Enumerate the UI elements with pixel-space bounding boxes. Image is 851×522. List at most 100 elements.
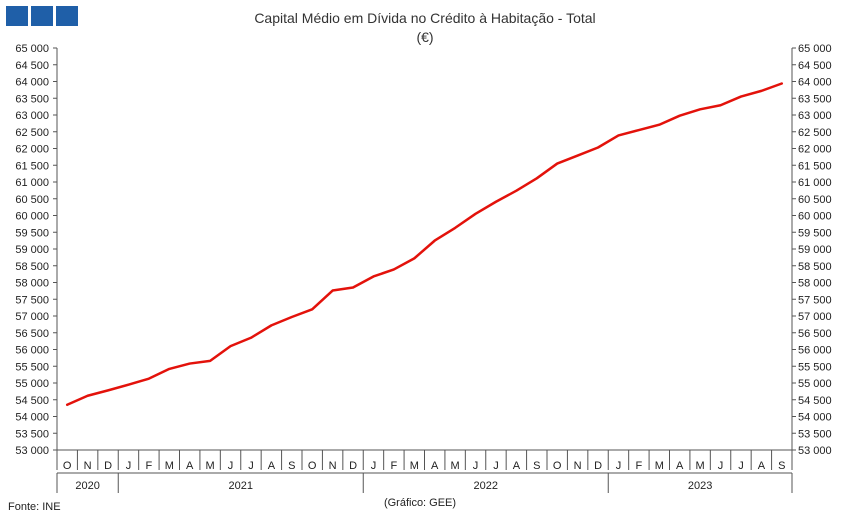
x-month-label: M — [451, 460, 460, 472]
y-tick-label-right: 56 500 — [798, 328, 832, 340]
y-tick-label-right: 59 000 — [798, 244, 832, 256]
y-tick-label-left: 59 500 — [15, 227, 49, 239]
x-month-label: J — [371, 460, 377, 472]
x-month-label: N — [574, 460, 582, 472]
x-year-label: 2023 — [688, 480, 712, 492]
x-month-label: J — [248, 460, 254, 472]
y-tick-label-left: 60 000 — [15, 211, 49, 223]
y-tick-label-left: 54 000 — [15, 412, 49, 424]
x-month-label: M — [165, 460, 174, 472]
series-point — [188, 362, 191, 365]
y-tick-label-right: 61 000 — [798, 177, 832, 189]
series-point — [250, 336, 252, 339]
y-tick-label-left: 58 000 — [15, 278, 49, 290]
y-tick-label-right: 53 000 — [798, 445, 832, 457]
x-month-label: J — [126, 460, 132, 472]
y-tick-label-left: 57 000 — [15, 311, 49, 323]
y-tick-label-left: 59 000 — [15, 244, 49, 256]
x-year-label: 2022 — [474, 480, 498, 492]
x-month-label: S — [288, 460, 295, 472]
x-month-label: F — [391, 460, 398, 472]
series-point — [454, 227, 456, 229]
x-month-label: D — [349, 460, 357, 472]
chart-subtitle: (€) — [416, 29, 433, 45]
y-tick-label-left: 64 000 — [15, 77, 49, 89]
y-tick-label-left: 57 500 — [15, 294, 49, 306]
x-year-label: 2020 — [75, 480, 99, 492]
x-month-label: S — [533, 460, 540, 472]
series-point — [617, 134, 620, 137]
y-tick-label-right: 64 000 — [798, 77, 832, 89]
series-point — [372, 275, 375, 278]
axes — [56, 48, 793, 474]
y-tick-label-left: 56 000 — [15, 345, 49, 357]
y-axis-right-ticks: 65 000 64 500 64 000 63 500 63 000 62 500 62 0… — [792, 43, 832, 457]
y-tick-label-right: 58 000 — [798, 278, 832, 290]
x-axis-year-ticks: 2020 2021 2022 2023 — [56, 473, 793, 493]
series-point — [311, 308, 314, 311]
x-month-label: J — [616, 460, 622, 472]
x-month-label: M — [655, 460, 664, 472]
series-point — [638, 129, 640, 131]
y-tick-label-left: 53 000 — [15, 445, 49, 457]
x-month-label: J — [228, 460, 234, 472]
y-tick-label-right: 63 000 — [798, 110, 832, 122]
series-point — [658, 123, 661, 126]
y-tick-label-right: 65 000 — [798, 43, 832, 55]
x-month-label: A — [431, 460, 439, 472]
x-year-label: 2021 — [229, 480, 253, 492]
series-point — [719, 104, 722, 107]
y-tick-label-right: 64 500 — [798, 60, 832, 72]
x-month-label: A — [758, 460, 766, 472]
x-month-label: F — [146, 460, 153, 472]
series-point — [515, 189, 518, 192]
series-point — [413, 257, 416, 260]
series-point — [229, 345, 232, 347]
series-group — [65, 82, 784, 407]
x-month-label: O — [553, 460, 562, 472]
y-tick-label-left: 62 000 — [15, 144, 49, 156]
y-tick-label-left: 55 500 — [15, 361, 49, 373]
series-point — [699, 108, 701, 111]
series-line — [65, 82, 784, 407]
series-point — [127, 383, 130, 386]
y-tick-label-left: 63 500 — [15, 93, 49, 105]
x-month-label: J — [493, 460, 499, 472]
series-point — [352, 286, 354, 289]
series-point — [760, 90, 763, 92]
x-month-label: J — [473, 460, 479, 472]
y-tick-label-left: 65 000 — [15, 43, 49, 55]
series-point — [535, 177, 538, 180]
y-tick-label-left: 53 500 — [15, 428, 49, 440]
series-point — [495, 200, 497, 203]
series-point — [290, 316, 293, 318]
series-point — [740, 95, 742, 98]
x-month-label: M — [206, 460, 215, 472]
series-point — [576, 154, 579, 157]
series-point — [209, 360, 211, 362]
y-tick-label-right: 61 500 — [798, 160, 832, 172]
x-month-label: J — [718, 460, 724, 472]
y-tick-label-right: 62 000 — [798, 144, 832, 156]
y-tick-label-left: 60 500 — [15, 194, 49, 206]
x-month-label: O — [63, 460, 72, 472]
y-tick-label-right: 62 500 — [798, 127, 832, 139]
y-tick-label-left: 54 500 — [15, 395, 49, 407]
x-month-label: N — [329, 460, 337, 472]
y-tick-label-left: 61 500 — [15, 160, 49, 172]
y-tick-label-right: 57 000 — [798, 311, 832, 323]
series-point — [168, 368, 171, 370]
series-point — [86, 394, 89, 397]
x-month-label: N — [84, 460, 92, 472]
y-tick-label-right: 56 000 — [798, 345, 832, 357]
x-month-label: O — [308, 460, 317, 472]
series-point — [66, 403, 69, 406]
y-tick-label-right: 53 500 — [798, 428, 832, 440]
y-axis-left-ticks: 65 000 64 500 64 000 63 500 63 000 62 500 62 0… — [15, 43, 57, 457]
y-tick-label-left: 63 000 — [15, 110, 49, 122]
series-point — [433, 239, 436, 242]
chart-title: Capital Médio em Dívida no Crédito à Hab… — [254, 10, 595, 26]
source-note: Fonte: INE — [8, 501, 61, 513]
y-tick-label-left: 58 500 — [15, 261, 49, 273]
